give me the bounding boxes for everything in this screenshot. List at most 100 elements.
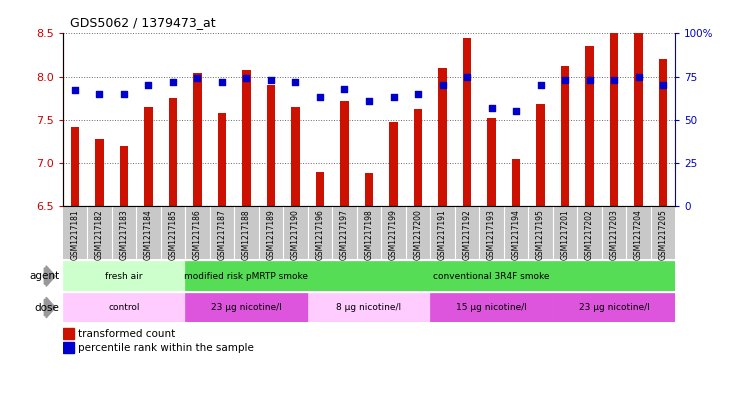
Bar xyxy=(430,206,455,259)
Bar xyxy=(63,342,74,353)
Bar xyxy=(651,206,675,259)
Point xyxy=(118,91,130,97)
Point xyxy=(387,94,399,101)
Text: GSM1217202: GSM1217202 xyxy=(585,209,594,260)
Bar xyxy=(340,101,349,206)
Bar xyxy=(63,293,185,322)
Bar xyxy=(601,206,627,259)
Text: GSM1217204: GSM1217204 xyxy=(634,209,643,260)
Text: GSM1217203: GSM1217203 xyxy=(610,209,618,260)
Text: GSM1217194: GSM1217194 xyxy=(511,209,520,260)
Bar xyxy=(561,66,569,206)
Point xyxy=(142,82,154,88)
Text: agent: agent xyxy=(29,271,59,281)
Bar xyxy=(218,113,227,206)
Text: GSM1217181: GSM1217181 xyxy=(71,209,80,260)
Point xyxy=(657,82,669,88)
Point xyxy=(510,108,522,114)
Text: control: control xyxy=(108,303,139,312)
Bar xyxy=(406,206,430,259)
Bar xyxy=(210,206,234,259)
Point xyxy=(437,82,449,88)
Bar xyxy=(144,107,153,206)
Text: GSM1217201: GSM1217201 xyxy=(561,209,570,260)
Text: GSM1217190: GSM1217190 xyxy=(291,209,300,260)
Point xyxy=(192,75,204,81)
Bar xyxy=(308,261,675,291)
Text: 8 μg nicotine/l: 8 μg nicotine/l xyxy=(337,303,401,312)
Text: percentile rank within the sample: percentile rank within the sample xyxy=(78,343,254,353)
Bar xyxy=(185,206,210,259)
Bar xyxy=(479,206,504,259)
Bar xyxy=(185,293,308,322)
Bar xyxy=(316,172,324,206)
Text: GSM1217196: GSM1217196 xyxy=(316,209,325,260)
Point xyxy=(412,91,424,97)
Bar xyxy=(553,206,577,259)
Bar xyxy=(95,139,104,206)
Bar xyxy=(63,206,87,259)
Bar xyxy=(161,206,185,259)
Point xyxy=(632,73,644,80)
Text: GSM1217186: GSM1217186 xyxy=(193,209,202,260)
Bar xyxy=(389,121,398,206)
Bar xyxy=(487,118,496,206)
Text: GSM1217192: GSM1217192 xyxy=(463,209,472,260)
Bar xyxy=(659,59,667,206)
Text: GSM1217185: GSM1217185 xyxy=(168,209,177,260)
Point xyxy=(69,87,81,94)
Text: modified risk pMRTP smoke: modified risk pMRTP smoke xyxy=(184,272,308,281)
Bar xyxy=(537,104,545,206)
Bar xyxy=(292,107,300,206)
Text: GSM1217184: GSM1217184 xyxy=(144,209,153,260)
Bar xyxy=(283,206,308,259)
Bar xyxy=(308,206,332,259)
Point xyxy=(94,91,106,97)
Bar xyxy=(193,73,201,206)
Bar xyxy=(504,206,528,259)
Point xyxy=(314,94,326,101)
Bar xyxy=(414,110,422,206)
Bar xyxy=(266,85,275,206)
Bar xyxy=(585,46,594,206)
Text: GSM1217183: GSM1217183 xyxy=(120,209,128,260)
Bar xyxy=(242,70,251,206)
Bar xyxy=(553,293,675,322)
Point xyxy=(534,82,546,88)
Text: GSM1217199: GSM1217199 xyxy=(389,209,398,260)
Bar xyxy=(610,0,618,206)
Point xyxy=(363,98,375,104)
Text: GSM1217195: GSM1217195 xyxy=(536,209,545,260)
Bar xyxy=(511,159,520,206)
Text: GSM1217205: GSM1217205 xyxy=(658,209,667,260)
Bar xyxy=(63,261,185,291)
Text: 23 μg nicotine/l: 23 μg nicotine/l xyxy=(211,303,282,312)
Text: GSM1217191: GSM1217191 xyxy=(438,209,447,260)
Text: GSM1217198: GSM1217198 xyxy=(365,209,373,260)
Bar xyxy=(169,98,177,206)
Bar xyxy=(332,206,356,259)
Bar xyxy=(185,261,308,291)
Bar xyxy=(528,206,553,259)
Bar xyxy=(63,328,74,340)
Text: 23 μg nicotine/l: 23 μg nicotine/l xyxy=(579,303,649,312)
FancyArrow shape xyxy=(44,297,55,318)
Text: GSM1217182: GSM1217182 xyxy=(95,209,104,260)
Point xyxy=(461,73,473,80)
Point xyxy=(486,105,497,111)
Point xyxy=(559,77,571,83)
Point xyxy=(608,77,620,83)
Text: GSM1217193: GSM1217193 xyxy=(487,209,496,260)
Bar xyxy=(577,206,601,259)
Bar xyxy=(111,206,137,259)
Text: GSM1217187: GSM1217187 xyxy=(218,209,227,260)
Bar xyxy=(430,293,553,322)
Text: GSM1217197: GSM1217197 xyxy=(340,209,349,260)
Text: GSM1217188: GSM1217188 xyxy=(242,209,251,260)
Point xyxy=(241,75,252,81)
Bar xyxy=(356,206,382,259)
Text: transformed count: transformed count xyxy=(78,329,176,339)
Bar xyxy=(634,0,643,206)
Point xyxy=(216,79,228,85)
Bar xyxy=(120,146,128,206)
